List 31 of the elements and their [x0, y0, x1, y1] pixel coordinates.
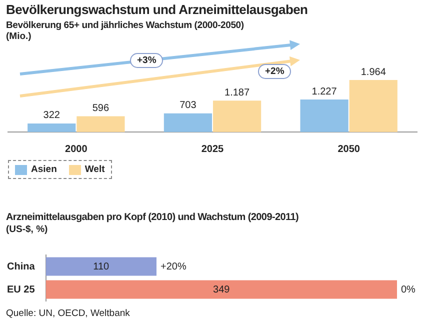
data-label: 596 [92, 102, 110, 114]
bar [300, 100, 348, 132]
data-label: 110 [93, 261, 110, 272]
source-note: Quelle: UN, OECD, Weltbank [6, 308, 130, 319]
chart-subtitle: (US-$, %) [6, 224, 48, 235]
x-tick-label: 2050 [338, 144, 360, 155]
data-label: 1.187 [224, 87, 250, 98]
x-tick-label: 2000 [65, 144, 88, 155]
x-tick-label: 2025 [201, 144, 224, 155]
bar [76, 116, 125, 132]
text: +2% [258, 64, 292, 79]
y-tick-label: China [7, 261, 36, 272]
text: +3% [130, 53, 164, 68]
legend-label: Welt [84, 164, 105, 175]
chart-title: Arzneimittelausgaben pro Kopf (2010) und Wachstum (2009-2011) [6, 212, 299, 223]
legend-label: Asien [31, 164, 57, 175]
annotation: 0% [401, 284, 416, 296]
chart-subtitle: Bevölkerung 65+ und jährliches Wachstum (2000-2050) [6, 20, 244, 31]
annotation: +20% [160, 261, 186, 272]
data-label: 1.964 [360, 66, 386, 78]
chart-title: Bevölkerungswachstum und Arzneimittelausgaben [6, 2, 308, 17]
data-label: 703 [180, 100, 197, 112]
bar [349, 80, 398, 132]
data-label: 349 [213, 284, 230, 296]
data-label: 1.227 [312, 86, 338, 98]
bar [28, 123, 76, 132]
bar [164, 113, 212, 132]
y-tick-label: EU 25 [6, 284, 36, 296]
data-label: 322 [43, 110, 60, 122]
bar [212, 100, 262, 132]
y-axis-title: (Mio.) [6, 31, 32, 42]
